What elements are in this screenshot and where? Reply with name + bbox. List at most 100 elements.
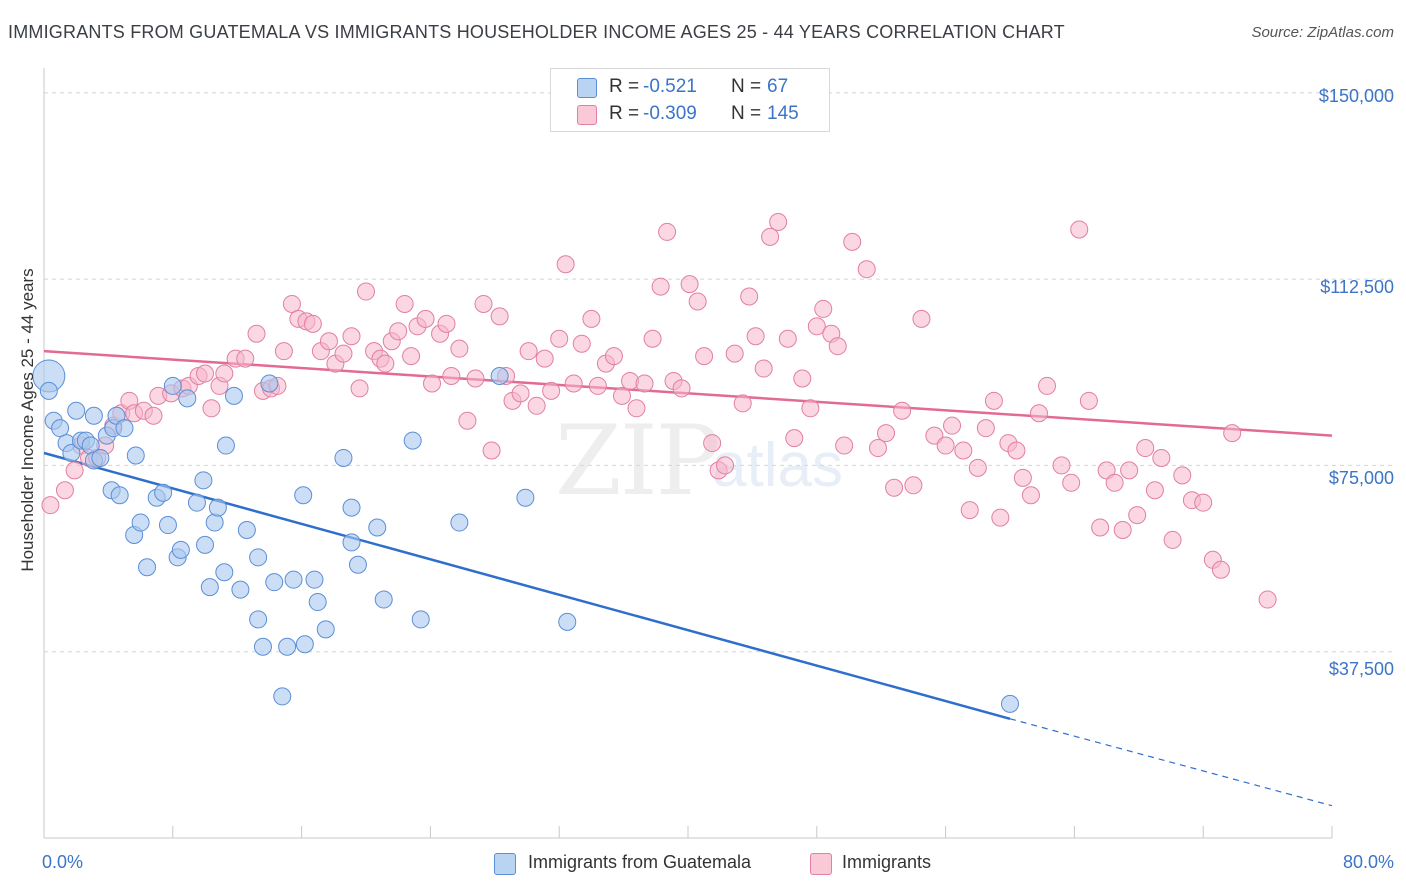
data-point-immigrants <box>556 255 575 274</box>
data-point-immigrants <box>458 411 477 430</box>
chart-title: IMMIGRANTS FROM GUATEMALA VS IMMIGRANTS … <box>8 22 1065 42</box>
data-point-guatemala <box>490 367 509 385</box>
data-point-immigrants <box>695 347 714 366</box>
data-point-guatemala <box>138 558 157 577</box>
data-point-guatemala <box>154 483 173 502</box>
data-point-guatemala <box>115 419 134 438</box>
data-point-guatemala <box>110 486 129 505</box>
n-value: 145 <box>767 103 799 124</box>
data-point-guatemala <box>67 401 86 420</box>
watermark-zip: ZIP <box>555 405 720 517</box>
data-point-guatemala <box>249 548 268 567</box>
data-point-guatemala <box>368 518 387 537</box>
n-label: N = <box>731 103 762 124</box>
legend-label: Immigrants <box>842 852 932 872</box>
data-point-immigrants <box>65 461 84 480</box>
data-point-guatemala <box>305 570 324 589</box>
data-point-immigrants <box>991 508 1010 527</box>
data-point-guatemala <box>62 444 81 462</box>
data-point-immigrants <box>754 359 773 378</box>
data-point-immigrants <box>564 374 583 393</box>
data-point-immigrants <box>733 394 752 413</box>
data-point-immigrants <box>303 314 322 333</box>
data-point-immigrants <box>1070 220 1089 239</box>
data-point-immigrants <box>912 309 931 328</box>
data-point-immigrants <box>843 232 862 251</box>
data-point-guatemala <box>403 431 422 450</box>
trend-line-guatemala <box>43 451 1011 720</box>
data-point-immigrants <box>1136 439 1155 458</box>
data-point-immigrants <box>511 384 530 403</box>
data-point-immigrants <box>801 399 820 418</box>
data-point-immigrants <box>1062 473 1081 492</box>
data-point-immigrants <box>282 294 301 313</box>
data-point-guatemala <box>260 374 279 393</box>
data-point-immigrants <box>1038 376 1057 395</box>
data-point-immigrants <box>658 222 677 241</box>
data-point-immigrants <box>746 327 765 346</box>
data-point-immigrants <box>437 314 456 333</box>
data-point-immigrants <box>1007 441 1026 460</box>
data-point-guatemala <box>516 488 535 507</box>
data-point-immigrants <box>442 367 461 385</box>
data-point-immigrants <box>954 441 973 460</box>
y-axis-title-wrap: Householder Income Ages 25 - 44 years <box>8 180 48 660</box>
data-point-immigrants <box>1120 461 1139 480</box>
data-point-guatemala <box>249 610 268 629</box>
data-point-immigrants <box>1029 404 1048 423</box>
data-point-immigrants <box>466 369 485 388</box>
data-point-guatemala <box>294 486 313 505</box>
data-point-guatemala <box>91 448 110 467</box>
data-point-guatemala <box>284 570 303 589</box>
data-point-guatemala <box>200 578 219 597</box>
data-point-guatemala <box>273 687 292 706</box>
data-point-immigrants <box>814 299 833 318</box>
data-point-guatemala <box>178 389 197 408</box>
data-point-immigrants <box>769 213 788 231</box>
trend-line-guatemala-extension <box>1009 718 1333 807</box>
data-point-guatemala <box>84 406 103 425</box>
data-point-immigrants <box>627 399 646 418</box>
data-point-immigrants <box>350 379 369 398</box>
data-point-immigrants <box>482 441 501 460</box>
data-point-immigrants <box>144 406 163 425</box>
blue-swatch-icon <box>577 78 597 98</box>
data-point-guatemala <box>131 513 150 532</box>
data-point-guatemala <box>196 535 214 554</box>
data-point-guatemala <box>295 635 314 654</box>
data-point-guatemala <box>126 446 145 465</box>
data-point-guatemala <box>231 580 250 599</box>
grid-lines <box>44 92 1392 653</box>
x-tick-label-min: 0.0% <box>42 852 84 872</box>
data-point-guatemala <box>39 381 58 400</box>
data-point-immigrants <box>1113 521 1132 539</box>
data-point-immigrants <box>1223 424 1242 443</box>
stats-legend: R = -0.521 N = 67 R = -0.309 N = 145 <box>550 68 830 132</box>
data-point-immigrants <box>828 337 847 356</box>
data-point-immigrants <box>877 424 896 443</box>
data-point-immigrants <box>651 277 670 296</box>
data-point-immigrants <box>643 329 662 348</box>
data-point-immigrants <box>236 349 255 368</box>
data-point-immigrants <box>793 369 812 388</box>
x-tick-label-max: 80.0% <box>1342 852 1394 872</box>
data-point-immigrants <box>582 309 601 328</box>
data-point-guatemala <box>205 513 224 532</box>
data-point-immigrants <box>725 344 744 363</box>
pink-swatch-icon <box>577 105 597 125</box>
data-point-immigrants <box>885 478 904 497</box>
r-value: -0.521 <box>643 76 697 97</box>
data-point-immigrants <box>1163 530 1182 549</box>
data-point-immigrants <box>1079 391 1098 410</box>
data-point-immigrants <box>274 342 293 361</box>
data-point-immigrants <box>785 429 804 448</box>
n-value: 67 <box>767 76 789 97</box>
data-point-immigrants <box>402 347 421 366</box>
data-point-immigrants <box>688 292 707 311</box>
data-point-guatemala <box>411 610 430 629</box>
data-point-immigrants <box>1128 506 1147 525</box>
data-point-immigrants <box>835 436 854 455</box>
data-point-immigrants <box>943 416 962 435</box>
data-point-guatemala <box>558 612 577 631</box>
data-point-immigrants <box>703 434 722 453</box>
